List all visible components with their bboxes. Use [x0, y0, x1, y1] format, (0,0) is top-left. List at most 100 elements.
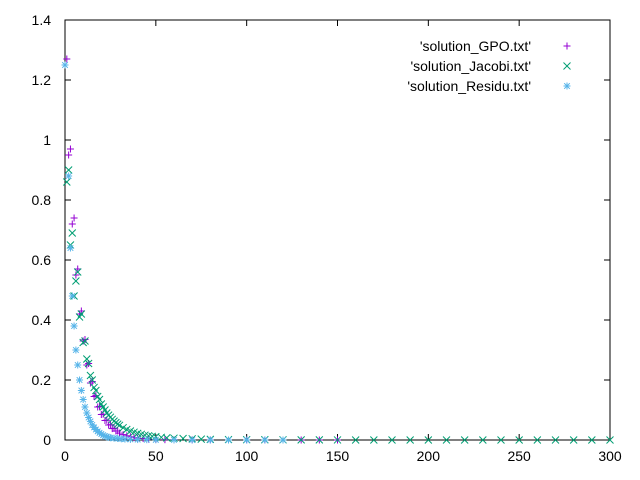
data-point: [206, 436, 214, 444]
data-point: [73, 268, 82, 276]
data-point: [115, 421, 124, 430]
data-point: [460, 436, 469, 444]
data-point: [70, 322, 78, 330]
legend-marker: [563, 42, 571, 50]
data-point: [315, 436, 324, 444]
data-point: [424, 436, 433, 444]
y-tick-label: 0.4: [32, 312, 52, 328]
data-point: [152, 436, 160, 444]
data-point: [88, 376, 97, 384]
data-point: [70, 214, 78, 222]
x-axis: 0 50 100 150 200 250 300: [61, 20, 622, 464]
data-point: [79, 396, 87, 403]
y-tick-label: 0.2: [32, 372, 52, 388]
x-tick-label: 300: [598, 448, 622, 464]
series-layer: [61, 55, 614, 444]
data-point: [63, 55, 71, 63]
data-point: [106, 421, 114, 429]
data-point: [66, 145, 74, 153]
legend-entry: 'solution_Jacobi.txt': [410, 58, 571, 74]
data-point: [170, 436, 178, 444]
data-point: [68, 292, 76, 300]
data-point: [77, 387, 85, 394]
data-point: [81, 403, 89, 411]
x-tick-label: 250: [507, 448, 531, 464]
x-tick-label: 0: [61, 448, 69, 464]
x-tick-label: 50: [148, 448, 164, 464]
y-tick-label: 1.4: [32, 12, 52, 28]
y-axis: 0 0.2 0.4 0.6 0.8 1 1.2 1.4: [32, 12, 610, 448]
data-point: [478, 436, 487, 444]
data-point: [551, 436, 560, 444]
data-point: [188, 436, 196, 444]
data-point: [162, 434, 171, 442]
legend-label: 'solution_GPO.txt': [420, 38, 531, 54]
data-point: [92, 386, 100, 395]
data-point: [72, 346, 80, 354]
legend-label: 'solution_Residu.txt': [407, 78, 531, 94]
data-point: [134, 436, 142, 444]
data-point: [123, 432, 131, 440]
legend-marker: [563, 62, 571, 70]
x-tick-label: 100: [235, 448, 259, 464]
data-point: [515, 436, 524, 444]
data-point: [68, 220, 76, 228]
data-point: [197, 435, 206, 443]
data-point: [86, 371, 95, 380]
data-point: [72, 271, 80, 279]
data-point: [569, 436, 578, 444]
data-point: [179, 434, 187, 443]
data-point: [62, 178, 71, 186]
y-tick-label: 1: [43, 132, 51, 148]
data-point: [406, 436, 415, 444]
legend-entry: 'solution_GPO.txt': [420, 38, 571, 54]
y-tick-label: 0.8: [32, 192, 52, 208]
legend-marker: [563, 82, 571, 90]
data-point: [72, 277, 80, 285]
data-point: [126, 435, 134, 443]
data-point: [333, 436, 342, 444]
y-tick-label: 0: [43, 432, 51, 448]
series-2: [62, 166, 614, 444]
data-point: [297, 436, 306, 444]
data-point: [84, 359, 93, 368]
data-point: [497, 436, 505, 444]
data-point: [442, 436, 451, 444]
data-point: [64, 166, 73, 174]
data-point: [61, 61, 69, 69]
data-point: [76, 376, 84, 384]
y-tick-label: 0.6: [32, 252, 52, 268]
data-point: [81, 336, 89, 343]
data-point: [66, 244, 74, 252]
data-point: [351, 436, 360, 444]
data-point: [606, 436, 614, 444]
data-point: [143, 436, 151, 444]
legend-label: 'solution_Jacobi.txt': [410, 58, 531, 74]
data-point: [533, 436, 542, 444]
data-point: [77, 310, 86, 318]
x-tick-label: 150: [326, 448, 350, 464]
data-point: [119, 423, 127, 432]
y-tick-label: 1.2: [32, 72, 52, 88]
data-point: [88, 378, 96, 385]
series-3: [61, 61, 287, 444]
data-point: [65, 172, 73, 180]
data-point: [279, 436, 287, 444]
data-point: [261, 436, 269, 444]
data-point: [243, 436, 251, 444]
legend-entry: 'solution_Residu.txt': [407, 78, 571, 94]
data-point: [225, 436, 232, 444]
series-1: [63, 55, 341, 444]
data-point: [82, 355, 91, 363]
data-point: [74, 361, 82, 369]
data-point: [95, 395, 104, 404]
legend: 'solution_GPO.txt' 'solution_Jacobi.txt' '…: [407, 38, 571, 94]
data-point: [81, 337, 89, 345]
data-point: [68, 229, 77, 237]
data-point: [388, 436, 396, 444]
data-point: [65, 151, 73, 159]
data-point: [587, 436, 596, 444]
x-tick-label: 200: [417, 448, 441, 464]
data-point: [369, 436, 378, 444]
